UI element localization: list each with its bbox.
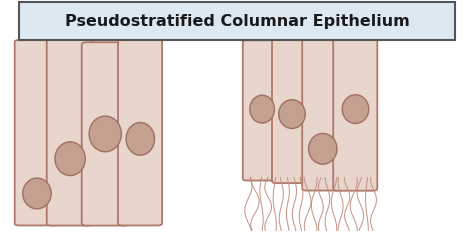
Ellipse shape xyxy=(342,95,369,124)
FancyBboxPatch shape xyxy=(333,37,377,191)
FancyBboxPatch shape xyxy=(243,40,281,181)
Ellipse shape xyxy=(55,142,85,176)
Ellipse shape xyxy=(23,178,51,209)
FancyBboxPatch shape xyxy=(47,32,92,225)
Text: Pseudostratified Columnar Epithelium: Pseudostratified Columnar Epithelium xyxy=(64,14,410,29)
Ellipse shape xyxy=(309,133,337,164)
Ellipse shape xyxy=(250,95,274,123)
Ellipse shape xyxy=(89,116,121,152)
Ellipse shape xyxy=(279,100,305,128)
FancyBboxPatch shape xyxy=(15,40,59,225)
FancyBboxPatch shape xyxy=(272,38,312,183)
FancyBboxPatch shape xyxy=(82,42,129,226)
Bar xyxy=(19,2,455,40)
Ellipse shape xyxy=(126,123,155,155)
FancyBboxPatch shape xyxy=(302,38,343,190)
FancyBboxPatch shape xyxy=(118,37,162,225)
